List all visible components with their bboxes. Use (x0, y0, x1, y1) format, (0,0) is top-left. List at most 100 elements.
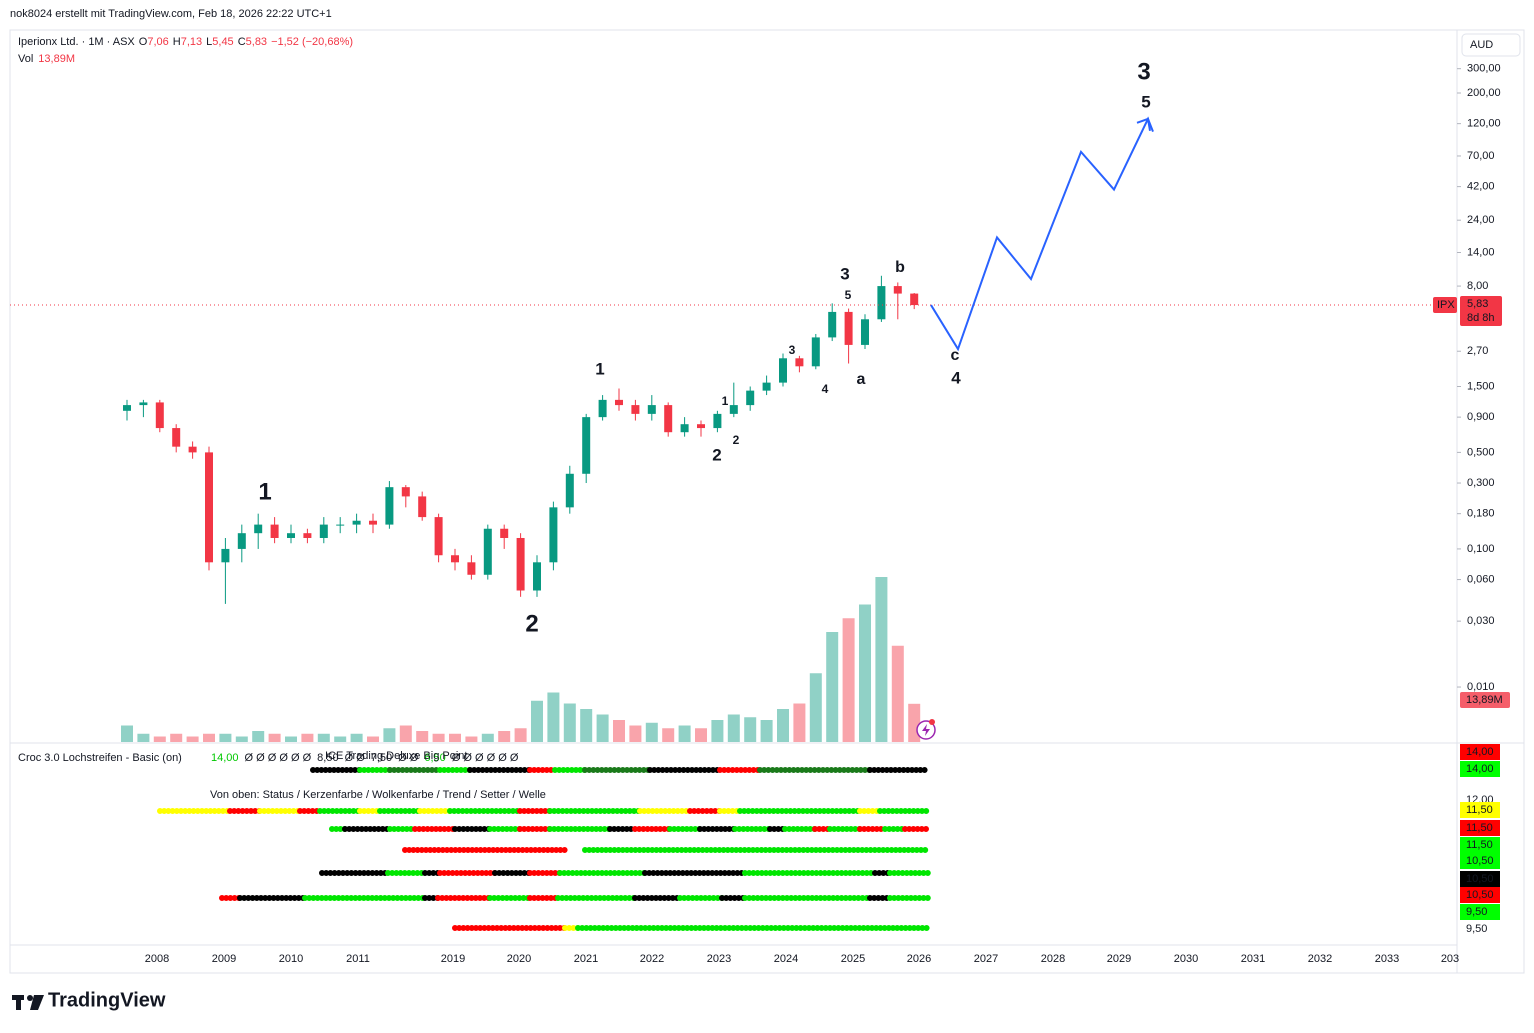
volume-bar (859, 604, 871, 742)
alert-icon (916, 719, 936, 740)
candle-body (762, 382, 771, 391)
wave-label: 4 (951, 368, 961, 387)
volume-bar (449, 733, 461, 742)
projection (930, 116, 1154, 352)
wave-label: 5 (1141, 92, 1150, 111)
wave-label: c (951, 347, 960, 364)
scale-tag (1460, 853, 1500, 869)
volume-bar (219, 733, 232, 742)
wave-label: 2 (712, 445, 721, 464)
volume-bar (170, 733, 183, 742)
scale-label: 11,50 (1466, 804, 1493, 816)
candle-body (598, 399, 607, 418)
volume-bar (695, 728, 707, 742)
candle-body (188, 446, 197, 453)
indicator-value: Ø Ø Ø Ø Ø Ø (245, 752, 312, 764)
wave-label: 4 (822, 382, 829, 396)
y-tick-label: 42,00 (1467, 181, 1495, 193)
candle-body (910, 293, 919, 306)
last-price: 5,83 (1467, 298, 1488, 310)
volume-bar (711, 720, 724, 742)
candle-body (451, 555, 459, 563)
y-tick-label: 8,00 (1467, 280, 1488, 292)
volume-bar (891, 645, 904, 742)
wave-label: b (895, 259, 905, 276)
wave-label: 5 (845, 288, 852, 302)
volume-bar (186, 736, 199, 742)
indicator-value: 6,50 (424, 752, 445, 764)
candle-body (533, 562, 541, 591)
volume-bar (563, 703, 576, 742)
volume-bar (613, 720, 625, 742)
x-tick-label: 2022 (640, 953, 664, 965)
candle-body (319, 524, 328, 538)
y-tick-label: 0,100 (1467, 543, 1495, 555)
y-tick-label: 1,500 (1467, 380, 1495, 392)
x-tick-label: 2023 (707, 953, 731, 965)
volume-bar (777, 709, 789, 742)
volume-bar (760, 720, 773, 742)
volume-bar (645, 722, 658, 742)
candle-body (352, 520, 361, 525)
change: −1,52 (−20,68%) (271, 36, 353, 48)
candle-body (123, 405, 131, 411)
indicator-overlay: ICE Trading Deluxe Big Point (325, 750, 467, 762)
volume-bar (465, 736, 478, 742)
volume-bar (531, 700, 543, 742)
vol-line: Vol 13,89M (18, 53, 75, 65)
x-tick-label: 2032 (1308, 953, 1332, 965)
wave-label: 3 (1137, 58, 1150, 85)
candle-body (779, 358, 787, 383)
volume-bar (268, 733, 281, 742)
y-tick-label: 300,00 (1467, 63, 1501, 75)
x-tick-label: 2030 (1174, 953, 1198, 965)
volume-bar (514, 728, 527, 742)
candle-body (647, 405, 656, 414)
wave-label: 1 (595, 359, 604, 378)
volume-bar (580, 709, 593, 742)
candle-body (237, 533, 246, 549)
candle-body (155, 402, 164, 429)
candle-body (582, 417, 591, 474)
symbol: Iperionx Ltd. · 1M · ASX (18, 36, 135, 48)
volume-bar (121, 725, 133, 742)
x-tick-label: 2010 (279, 953, 303, 965)
wave-label: 1 (258, 478, 271, 505)
y-tick-label: 200,00 (1467, 87, 1501, 99)
indicator-value: Ø Ø (398, 752, 419, 764)
volume-bar (367, 736, 379, 742)
y-tick-label: 0,030 (1467, 615, 1495, 627)
ticker: IPX (1437, 299, 1455, 311)
x-tick-label: 2028 (1041, 953, 1065, 965)
volume-bar (662, 728, 675, 742)
candle-body (303, 533, 312, 538)
indicator-value: Ø Ø Ø Ø Ø Ø (452, 752, 519, 764)
l-key: L (206, 36, 212, 48)
scale-tag (1460, 837, 1500, 853)
volume-bar (383, 728, 396, 742)
creator: nok8024 erstellt mit TradingView.com, Fe… (10, 8, 332, 20)
wave-label: 1 (722, 394, 729, 408)
candle-body (729, 405, 738, 414)
candle-body (565, 473, 574, 508)
candle-body (385, 487, 394, 525)
scale-tag (1460, 761, 1500, 777)
candle-body (369, 520, 377, 525)
vol: 13,89M (38, 53, 75, 65)
scale-label: 9,50 (1466, 923, 1487, 935)
c-key: C (238, 36, 246, 48)
volume-bar (416, 731, 429, 742)
indicator-value: Ø Ø (345, 752, 366, 764)
volume-bar (809, 673, 822, 742)
indicator-title: Croc 3.0 Lochstreifen - Basic (on) (18, 752, 182, 764)
scale-label: 10,50 (1466, 873, 1494, 885)
brand: TradingView (48, 989, 166, 1011)
y-tick-label: 120,00 (1467, 118, 1501, 130)
volume-bar (399, 725, 412, 742)
indicator-legend: Von oben: Status / Kerzenfarbe / Wolkenf… (210, 789, 546, 801)
x-tick-label: 2027 (974, 953, 998, 965)
volume-bar (826, 632, 839, 742)
volume-tag-label: 13,89M (1466, 694, 1503, 706)
wave-label: 2 (733, 433, 740, 447)
open: 7,06 (147, 36, 168, 48)
